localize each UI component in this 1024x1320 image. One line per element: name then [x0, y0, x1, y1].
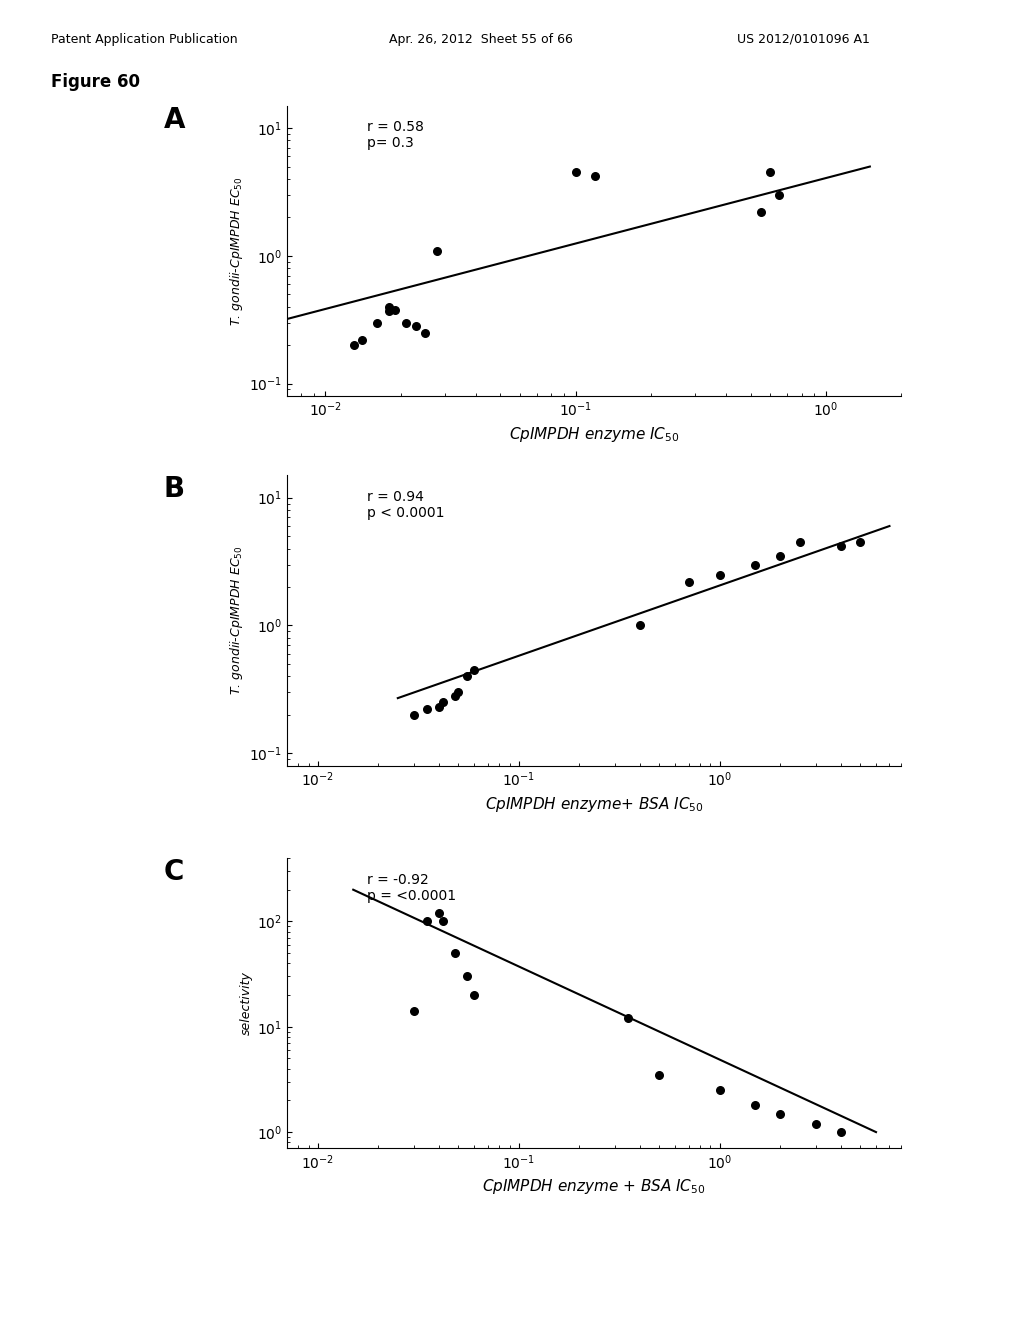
Point — [406, 704, 422, 725]
Point — [807, 1113, 823, 1134]
Point — [451, 681, 467, 702]
Point — [466, 985, 482, 1006]
Point — [771, 185, 787, 206]
Point — [746, 554, 763, 576]
Point — [459, 665, 475, 686]
Point — [406, 1001, 422, 1022]
Point — [852, 532, 868, 553]
Point — [620, 1008, 636, 1030]
Text: r = 0.58
p= 0.3: r = 0.58 p= 0.3 — [367, 120, 424, 150]
Point — [632, 615, 648, 636]
Point — [435, 911, 452, 932]
Point — [431, 903, 447, 924]
Text: r = -0.92
p = <0.0001: r = -0.92 p = <0.0001 — [367, 873, 456, 903]
Text: r = 0.94
p < 0.0001: r = 0.94 p < 0.0001 — [367, 490, 444, 520]
Text: B: B — [164, 475, 185, 503]
X-axis label: CpIMPDH enzyme + BSA IC$_{50}$: CpIMPDH enzyme + BSA IC$_{50}$ — [482, 1177, 706, 1196]
Point — [446, 942, 463, 964]
Point — [419, 911, 435, 932]
Text: C: C — [164, 858, 184, 886]
Point — [381, 296, 397, 317]
Point — [435, 692, 452, 713]
Point — [417, 322, 433, 343]
Point — [772, 1104, 788, 1125]
Text: Apr. 26, 2012  Sheet 55 of 66: Apr. 26, 2012 Sheet 55 of 66 — [389, 33, 573, 46]
Y-axis label: T. gondii-CpIMPDH EC$_{50}$: T. gondii-CpIMPDH EC$_{50}$ — [227, 545, 245, 696]
Point — [753, 202, 769, 223]
Point — [762, 162, 778, 183]
Text: US 2012/0101096 A1: US 2012/0101096 A1 — [737, 33, 870, 46]
Point — [466, 659, 482, 680]
Text: A: A — [164, 106, 185, 133]
Point — [354, 329, 371, 350]
Point — [712, 1080, 728, 1101]
Point — [398, 312, 415, 333]
Point — [712, 564, 728, 585]
Point — [792, 532, 808, 553]
Text: Patent Application Publication: Patent Application Publication — [51, 33, 238, 46]
X-axis label: CpIMPDH enzyme+ BSA IC$_{50}$: CpIMPDH enzyme+ BSA IC$_{50}$ — [484, 795, 703, 813]
Point — [459, 966, 475, 987]
Point — [833, 536, 849, 557]
Point — [387, 300, 403, 321]
Point — [446, 685, 463, 706]
Point — [833, 1122, 849, 1143]
Point — [431, 697, 447, 718]
Point — [680, 572, 696, 593]
Point — [772, 545, 788, 566]
Point — [567, 162, 584, 183]
Y-axis label: T. gondii-CpIMPDH EC$_{50}$: T. gondii-CpIMPDH EC$_{50}$ — [227, 176, 245, 326]
Point — [651, 1064, 668, 1085]
X-axis label: CpIMPDH enzyme IC$_{50}$: CpIMPDH enzyme IC$_{50}$ — [509, 425, 679, 444]
Point — [381, 301, 397, 322]
Text: Figure 60: Figure 60 — [51, 73, 140, 91]
Point — [408, 315, 424, 337]
Point — [419, 698, 435, 719]
Y-axis label: selectivity: selectivity — [240, 972, 252, 1035]
Point — [746, 1094, 763, 1115]
Point — [587, 166, 603, 187]
Point — [429, 240, 445, 261]
Point — [369, 312, 385, 333]
Point — [346, 334, 362, 355]
